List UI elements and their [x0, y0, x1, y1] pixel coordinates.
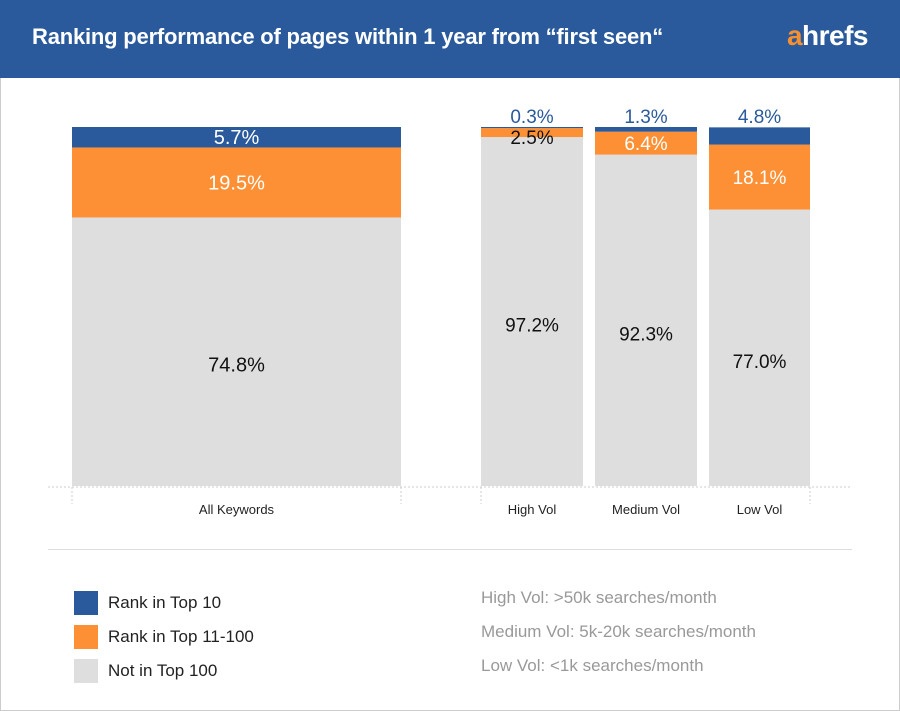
x-tick-label: Medium Vol [612, 502, 680, 517]
header: Ranking performance of pages within 1 ye… [0, 0, 900, 78]
legend-label: Rank in Top 10 [108, 593, 222, 612]
data-label: 4.8% [738, 107, 781, 128]
note-high-vol: High Vol: >50k searches/month [481, 588, 717, 607]
x-tick-label: Low Vol [737, 502, 783, 517]
data-label: 92.3% [619, 324, 673, 345]
data-label: 18.1% [733, 168, 787, 189]
legend-label: Not in Top 100 [108, 661, 218, 680]
bar-segment [481, 128, 583, 138]
legend-swatch [74, 625, 98, 649]
bar-segment [72, 217, 401, 486]
data-label: 6.4% [624, 134, 667, 155]
x-tick-label: High Vol [508, 502, 557, 517]
legend-item-top11-100: Rank in Top 11-100 [74, 620, 254, 654]
divider [48, 549, 852, 550]
volume-notes: High Vol: >50k searches/month Medium Vol… [481, 586, 756, 688]
data-label: 77.0% [733, 352, 787, 373]
data-label: 0.3% [510, 107, 553, 128]
legend: Rank in Top 10 Rank in Top 11-100 Not in… [74, 586, 254, 688]
bar-segment [709, 127, 810, 145]
bar-segment [595, 154, 697, 486]
data-label: 97.2% [505, 316, 559, 337]
x-tick-label: All Keywords [199, 502, 275, 517]
bar-segment [595, 131, 697, 155]
bar-segment [595, 127, 697, 132]
ahrefs-logo: ahrefs [786, 20, 869, 51]
legend-label: Rank in Top 11-100 [108, 627, 254, 646]
note-low-vol: Low Vol: <1k searches/month [481, 656, 704, 675]
legend-item-top10: Rank in Top 10 [74, 586, 254, 620]
data-label: 74.8% [208, 355, 265, 377]
data-label: 19.5% [208, 172, 265, 194]
bar-segment [72, 127, 401, 148]
bar-segment [709, 209, 810, 486]
data-label: 5.7% [214, 127, 260, 149]
bar-segment [481, 127, 583, 129]
legend-swatch [74, 659, 98, 683]
data-label: 1.3% [624, 107, 667, 128]
chart-title: Ranking performance of pages within 1 ye… [32, 24, 664, 49]
bar-segment [709, 144, 810, 210]
data-label: 2.5% [510, 128, 553, 149]
legend-item-not-top100: Not in Top 100 [74, 654, 254, 688]
note-medium-vol: Medium Vol: 5k-20k searches/month [481, 622, 756, 641]
legend-swatch [74, 591, 98, 615]
bar-segment [481, 137, 583, 486]
bar-segment [72, 147, 401, 218]
